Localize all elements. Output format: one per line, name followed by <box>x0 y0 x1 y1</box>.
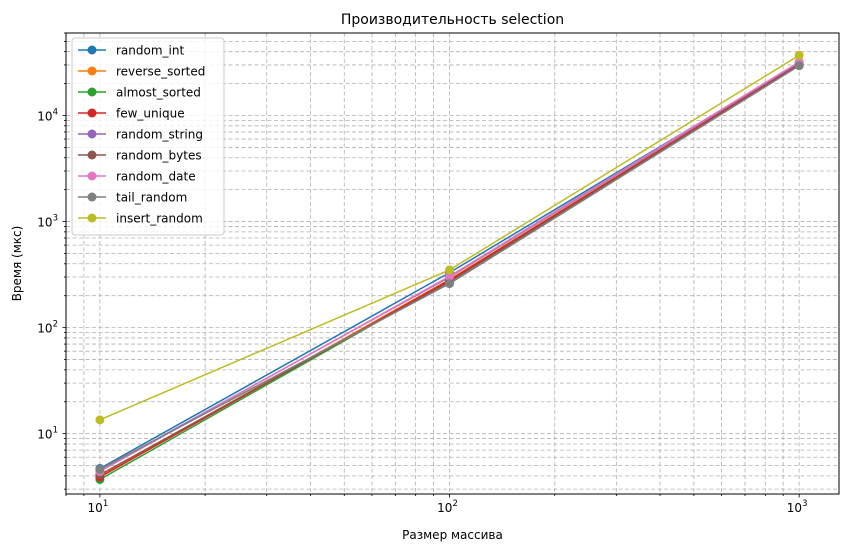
legend-item: random_string <box>78 128 203 142</box>
legend-item: tail_random <box>78 191 187 205</box>
x-tick-label: 102 <box>437 499 458 515</box>
legend-swatch-marker <box>87 150 97 160</box>
data-point <box>445 271 455 281</box>
legend-box <box>71 37 225 236</box>
legend-swatch-marker <box>87 213 97 223</box>
legend-item: few_unique <box>78 107 185 121</box>
y-tick-label: 103 <box>37 214 58 230</box>
y-axis-title: Время (мкс) <box>10 226 24 302</box>
x-axis-title: Размер массива <box>402 528 503 542</box>
y-tick-label: 102 <box>37 320 58 336</box>
legend-label: random_string <box>116 128 203 142</box>
series-insert_random <box>95 50 804 425</box>
x-tick-label: 103 <box>787 499 808 515</box>
data-point <box>95 415 105 425</box>
legend-label: random_bytes <box>116 149 202 163</box>
data-point <box>794 61 804 71</box>
legend-item: random_date <box>78 170 196 184</box>
series-tail_random <box>95 61 804 474</box>
data-point <box>794 50 804 60</box>
grid <box>65 32 839 494</box>
legend-label: almost_sorted <box>116 86 201 100</box>
legend: random_int reverse_sorted almost_sortedfew… <box>71 37 225 236</box>
legend-label: reverse_sorted <box>116 65 205 79</box>
y-tick-label: 101 <box>37 426 58 442</box>
legend-label: insert_random <box>116 212 203 226</box>
legend-label: random_int <box>116 44 184 58</box>
chart-title: Производительность selection <box>341 12 564 28</box>
legend-item: reverse_sorted <box>78 65 205 79</box>
legend-item: insert_random <box>78 212 203 226</box>
legend-swatch-marker <box>87 87 97 97</box>
data-point <box>95 464 105 474</box>
legend-label: few_unique <box>116 107 185 121</box>
legend-swatch-marker <box>87 45 97 55</box>
y-tick-label: 104 <box>37 108 58 124</box>
data-point <box>445 279 455 289</box>
axis-ticks: 101 102 103 101 102 103 104 <box>37 32 808 515</box>
series-layer <box>95 50 804 484</box>
legend-swatch-marker <box>87 108 97 118</box>
legend-swatch-marker <box>87 129 97 139</box>
legend-swatch-marker <box>87 66 97 76</box>
legend-item: random_int <box>78 44 184 58</box>
legend-swatch-marker <box>87 192 97 202</box>
data-point <box>445 265 455 275</box>
x-tick-label: 101 <box>88 499 109 515</box>
legend-item: random_bytes <box>78 149 202 163</box>
legend-label: random_date <box>116 170 196 184</box>
legend-label: tail_random <box>116 191 187 205</box>
legend-swatch-marker <box>87 171 97 181</box>
legend-item: almost_sorted <box>78 86 201 100</box>
